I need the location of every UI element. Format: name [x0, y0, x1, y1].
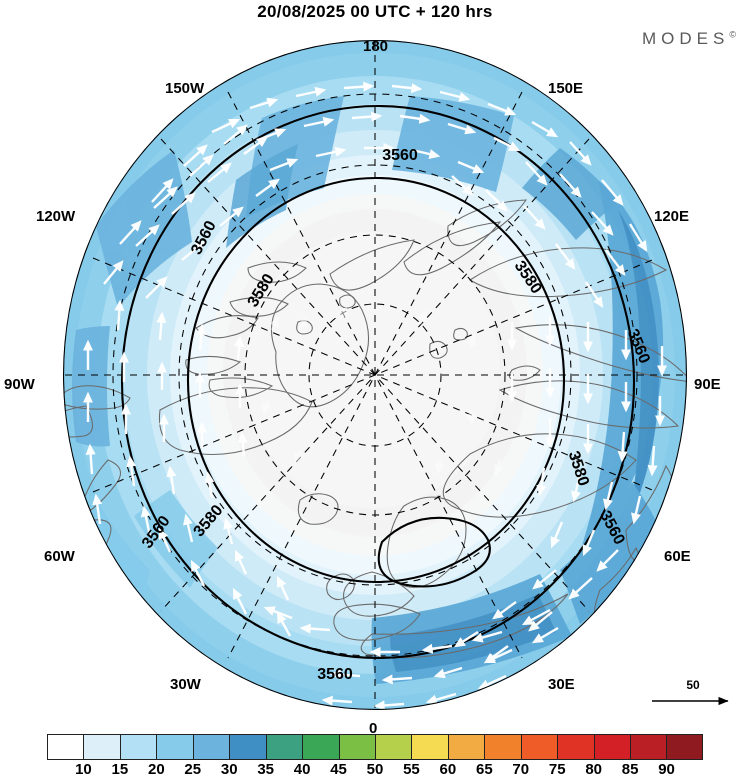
colorbar-tick-label: 20 [147, 761, 165, 778]
colorbar-cell [302, 734, 339, 760]
colorbar-cell [447, 734, 485, 760]
colorbar-cell [374, 734, 412, 760]
modes-logo-text: MODES [642, 29, 730, 48]
colorbar-tick-label: 25 [184, 761, 202, 778]
colorbar-tick-label: 15 [111, 761, 129, 778]
colorbar-cell [192, 734, 230, 760]
colorbar-cell [630, 734, 667, 760]
colorbar-cells [47, 734, 703, 760]
lon-label-120w: 120W [36, 208, 76, 225]
lon-label-30e: 30E [548, 676, 575, 693]
contour-label: 3560 [382, 147, 418, 164]
lon-label-60e: 60E [664, 548, 691, 565]
colorbar-cell [484, 734, 521, 760]
wind-vector-scale-label: 50 [686, 678, 700, 692]
colorbar: 10 15 20 25 30 35 40 45 50 55 60 65 70 75 80 85 90 [0, 728, 750, 782]
colorbar-tick-label: 75 [548, 761, 566, 778]
colorbar-tick-label: 55 [403, 761, 420, 778]
colorbar-tick-label: 10 [75, 761, 92, 778]
colorbar-cell [83, 734, 120, 760]
colorbar-tick-label: 65 [475, 761, 493, 778]
lon-label-90e: 90E [694, 376, 721, 393]
lon-label-30w: 30W [170, 676, 201, 693]
wind-vectors [82, 81, 668, 710]
modes-logo: MODES© [642, 29, 736, 49]
height-contours [120, 104, 636, 660]
coastlines [63, 199, 687, 659]
lon-label-120e: 120E [654, 208, 690, 225]
colorbar-tick-label: 70 [512, 761, 530, 778]
colorbar-tick-label: 30 [220, 761, 238, 778]
colorbar-cell [411, 734, 448, 760]
lon-label-150e: 150E [548, 80, 584, 97]
colorbar-tick-label: 80 [585, 761, 602, 778]
colorbar-tick-label: 90 [658, 761, 675, 778]
colorbar-cell [156, 734, 193, 760]
colorbar-cell [666, 734, 703, 760]
lon-label-90w: 90W [4, 376, 35, 393]
colorbar-cell [265, 734, 303, 760]
lon-label-150w: 150W [165, 80, 205, 97]
copyright-icon: © [729, 29, 736, 40]
colorbar-cell [338, 734, 375, 760]
colorbar-tick-label: 60 [439, 761, 457, 778]
colorbar-tick-label: 85 [621, 761, 639, 778]
colorbar-cell [47, 734, 84, 760]
wind-vector-scale-arrow [652, 696, 729, 706]
lon-label-0: 0 [369, 720, 378, 737]
wind-vector-scale: 50 [648, 678, 738, 713]
lon-label-60w: 60W [44, 548, 75, 565]
colorbar-tick-label: 50 [366, 761, 384, 778]
contour-label: 3560 [317, 666, 353, 683]
lon-label-180: 180 [363, 38, 389, 55]
colorbar-cell [557, 734, 594, 760]
map-shading-layer [63, 40, 687, 710]
colorbar-cell [593, 734, 630, 760]
colorbar-tick-label: 35 [257, 761, 274, 778]
colorbar-cell [119, 734, 157, 760]
figure-title: 20/08/2025 00 UTC + 120 hrs [257, 2, 493, 21]
polar-map: 3560 3560 3560 3560 3560 3560 3580 3580 3580 3580… [0, 30, 750, 737]
colorbar-tick-label: 40 [293, 761, 311, 778]
colorbar-cell [520, 734, 558, 760]
colorbar-cell [229, 734, 266, 760]
colorbar-tick-label: 45 [330, 761, 347, 778]
